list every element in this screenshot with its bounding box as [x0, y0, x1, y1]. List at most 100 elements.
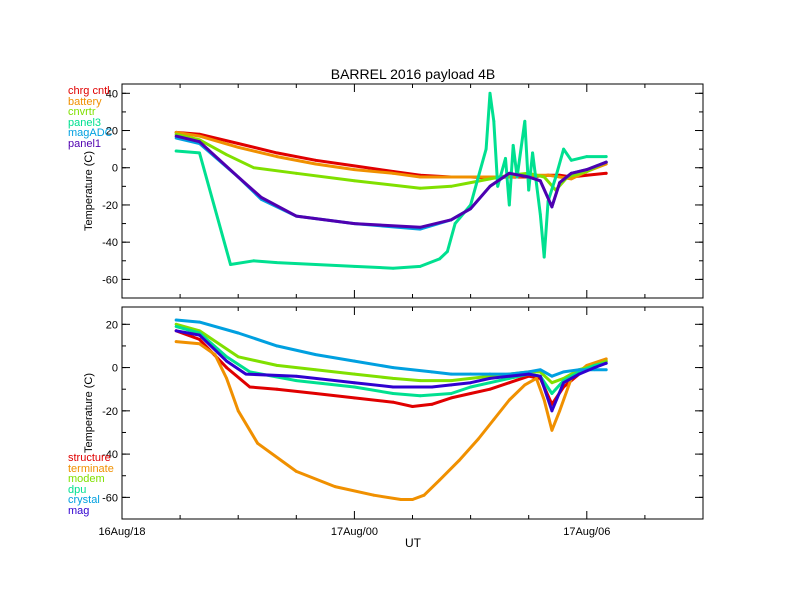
data-point: [174, 318, 178, 322]
series-line-panel1: [174, 134, 608, 229]
data-point: [236, 409, 240, 413]
data-point: [198, 342, 201, 346]
data-point: [604, 361, 608, 365]
data-point: [174, 149, 178, 153]
data-point: [449, 175, 453, 179]
data-point: [558, 181, 562, 185]
data-point: [492, 418, 496, 421]
data-point: [562, 370, 565, 374]
data-point: [538, 212, 542, 216]
legend-entry: magADC: [68, 127, 113, 139]
y-axis-label: Temperature (C): [83, 151, 95, 231]
data-point: [399, 498, 403, 501]
data-point: [198, 140, 201, 144]
y-tick-label: -20: [102, 200, 118, 212]
data-point: [449, 396, 453, 400]
data-point: [294, 379, 298, 382]
legend-entry: structure: [68, 452, 111, 464]
data-point: [391, 171, 395, 175]
data-point: [353, 179, 356, 183]
data-point: [523, 383, 527, 387]
data-point: [445, 250, 449, 253]
data-point: [562, 381, 565, 385]
data-point: [174, 134, 178, 138]
panel-2: -60 -40 -20 0 20 Temperature (C): [83, 306, 704, 520]
data-point: [391, 376, 395, 380]
y-tick-label: 0: [112, 363, 118, 375]
data-point: [604, 160, 608, 164]
data-point: [275, 344, 279, 348]
y-tick-label: -60: [102, 492, 118, 504]
data-point: [391, 385, 395, 389]
data-point: [252, 259, 256, 263]
data-point: [507, 381, 511, 385]
data-point: [469, 175, 472, 179]
data-point: [558, 409, 562, 413]
data-point: [449, 379, 453, 382]
legend-entry: mag: [68, 504, 90, 517]
data-point: [585, 155, 589, 158]
data-point: [198, 151, 201, 155]
data-point: [353, 168, 356, 172]
data-point: [244, 372, 248, 376]
data-point: [294, 374, 298, 378]
data-point: [372, 493, 376, 497]
data-point: [236, 355, 240, 359]
data-point: [542, 255, 546, 259]
data-point: [213, 353, 217, 356]
legend-entry: crystal: [68, 494, 100, 506]
y-tick-label: 40: [106, 88, 118, 100]
data-point: [449, 383, 453, 387]
data-point: [418, 394, 422, 398]
data-point: [511, 144, 515, 147]
data-point: [542, 175, 546, 179]
data-point: [531, 151, 534, 155]
data-point: [418, 175, 422, 179]
data-point: [391, 366, 395, 369]
data-point: [469, 181, 472, 185]
legend-entry: dpu: [68, 483, 87, 496]
y-tick-label: -40: [102, 449, 118, 461]
data-point: [604, 155, 608, 158]
data-point: [449, 372, 453, 376]
data-point: [198, 134, 201, 138]
data-point: [492, 119, 496, 123]
data-point: [174, 325, 178, 328]
data-point: [527, 175, 531, 179]
data-point: [538, 374, 542, 378]
data-point: [535, 376, 538, 380]
data-point: [469, 372, 472, 376]
data-point: [391, 400, 395, 404]
data-point: [248, 370, 252, 374]
data-point: [418, 264, 422, 268]
legend-entry: battery: [68, 95, 102, 108]
data-point: [469, 376, 472, 380]
y-tick-label: -60: [102, 274, 118, 286]
legend-bottom: structure terminate modem dpu crystal mag: [68, 453, 114, 516]
data-point: [294, 171, 298, 175]
data-point: [353, 222, 356, 225]
data-point: [430, 370, 434, 374]
data-point: [476, 175, 480, 179]
chart-title: BARREL 2016 payload 4B: [331, 66, 495, 82]
data-point: [225, 355, 228, 359]
data-point: [457, 459, 461, 462]
data-point: [484, 147, 488, 151]
series-line-battery: [174, 130, 608, 181]
x-tick-label: 16Aug/18: [98, 526, 145, 538]
data-point: [550, 392, 554, 395]
panels: -60 -40 -20 0 20 40 Temperature (C) -60 -40 -20 0 2…: [83, 83, 704, 538]
data-point: [558, 175, 562, 179]
data-point: [488, 372, 492, 376]
data-point: [507, 398, 511, 402]
legend-entry: panel3: [68, 116, 102, 129]
data-point: [314, 392, 318, 395]
y-tick-label: 20: [106, 126, 118, 138]
data-point: [353, 164, 356, 168]
data-point: [476, 437, 480, 441]
legend-top: chrg cntl battery cnvrtr panel3 magADC panel1: [68, 86, 113, 149]
data-point: [353, 372, 356, 376]
x-tick-label: 17Aug/00: [331, 526, 378, 538]
x-tick-label: 17Aug/06: [563, 526, 610, 538]
data-point: [236, 142, 240, 145]
